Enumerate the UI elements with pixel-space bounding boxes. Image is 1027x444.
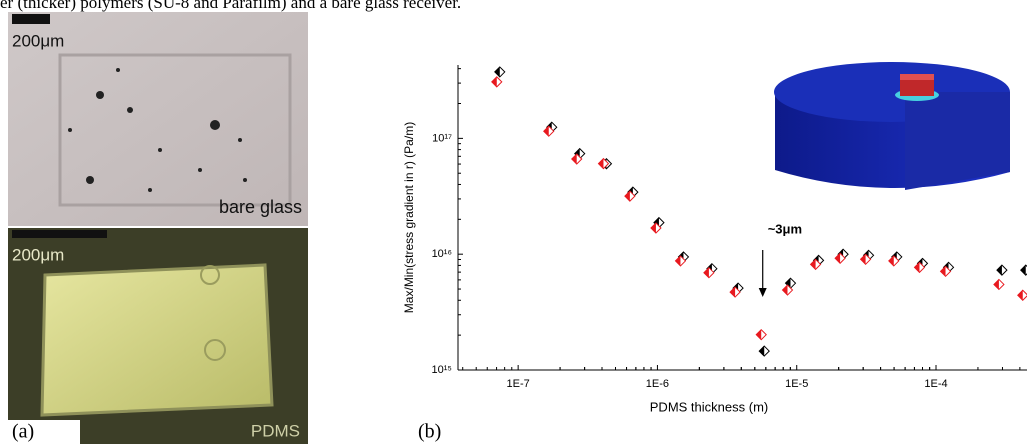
- marker-fill: [1020, 265, 1026, 276]
- scale-label: 200μm: [12, 31, 64, 50]
- annotation: ~3μm: [768, 221, 802, 236]
- marker: [650, 222, 662, 234]
- x-tick-label: 1E-4: [924, 378, 947, 390]
- marker: [1017, 289, 1027, 301]
- marker-fill: [810, 259, 816, 270]
- marker-fill: [598, 158, 604, 169]
- marker-fill: [759, 346, 765, 357]
- sample-label: PDMS: [251, 421, 300, 440]
- marker: [729, 286, 741, 298]
- marker-fill: [491, 76, 497, 87]
- marker: [834, 252, 846, 264]
- y-tick-label: 10¹⁵: [432, 364, 452, 376]
- marker-fill: [940, 266, 946, 277]
- marker: [809, 258, 822, 271]
- marker-fill: [782, 285, 788, 296]
- marker: [674, 255, 687, 267]
- panel-label: (a): [12, 421, 34, 443]
- scale-bar: [12, 230, 107, 238]
- pdms-film: [40, 263, 274, 417]
- marker: [939, 265, 952, 278]
- panel-label: (b): [418, 421, 441, 443]
- marker-fill: [785, 278, 791, 289]
- scale-label: 200μm: [12, 245, 64, 264]
- marker-fill: [730, 287, 736, 298]
- marker: [1020, 264, 1027, 276]
- marker-fill: [624, 191, 630, 202]
- marker-fill: [914, 262, 920, 273]
- inset-render: [774, 62, 1010, 190]
- y-axis-title: Max/Min(stress gradient in r) (Pa/m): [402, 122, 416, 313]
- marker-fill: [860, 254, 866, 265]
- marker-fill: [675, 255, 681, 266]
- marker: [913, 261, 926, 274]
- marker-fill: [571, 154, 577, 165]
- micrograph-glass: [8, 12, 308, 226]
- marker: [703, 266, 715, 279]
- marker: [755, 328, 767, 341]
- marker: [491, 76, 503, 88]
- marker-fill: [650, 223, 656, 234]
- label-box: [8, 420, 80, 444]
- x-tick-label: 1E-6: [646, 378, 669, 390]
- bubble: [204, 339, 226, 361]
- annotation-arrowhead: [758, 288, 767, 297]
- y-tick-label: 10¹⁶: [432, 248, 452, 260]
- marker: [571, 153, 583, 165]
- marker-fill: [1017, 290, 1023, 301]
- marker-fill: [703, 267, 709, 278]
- x-tick-label: 1E-5: [785, 378, 808, 390]
- marker: [624, 190, 636, 202]
- marker-fill: [888, 255, 894, 266]
- marker: [758, 345, 770, 357]
- sample-label: bare glass: [219, 197, 302, 217]
- marker-fill: [996, 265, 1002, 276]
- scale-bar: [12, 14, 50, 24]
- marker: [888, 255, 900, 267]
- x-tick-label: 1E-7: [507, 378, 530, 390]
- marker: [996, 264, 1008, 276]
- imprint: [58, 53, 292, 207]
- marker-fill: [543, 126, 549, 137]
- debris: [68, 68, 247, 192]
- bubble: [200, 265, 220, 285]
- y-tick-label: 10¹⁷: [432, 132, 452, 144]
- marker: [993, 278, 1005, 291]
- caption: er (thicker) polymers (SU-8 and Parafilm…: [0, 0, 461, 12]
- marker: [494, 66, 506, 78]
- marker: [597, 157, 610, 170]
- marker: [781, 284, 794, 296]
- marker-fill: [835, 253, 841, 264]
- marker-fill: [756, 329, 762, 340]
- x-axis-title: PDMS thickness (m): [650, 399, 768, 414]
- marker: [543, 125, 555, 137]
- marker: [859, 253, 872, 266]
- marker-fill: [993, 279, 999, 290]
- marker-fill: [494, 66, 500, 77]
